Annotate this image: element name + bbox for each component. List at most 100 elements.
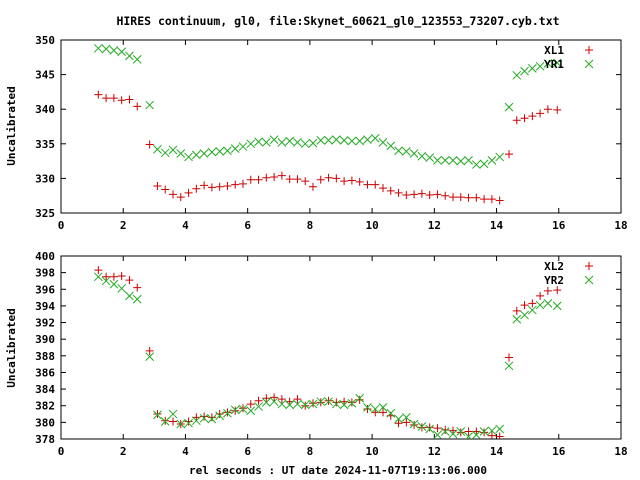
plus-marker <box>536 291 545 300</box>
plus-marker <box>487 195 496 204</box>
cross-marker <box>363 403 372 412</box>
y-tick-label: 386 <box>35 366 55 379</box>
plus-marker <box>433 424 442 433</box>
plus-marker <box>410 190 419 199</box>
plus-marker <box>184 188 193 197</box>
cross-marker <box>145 100 155 110</box>
plus-marker <box>239 179 247 188</box>
x-tick-label: 6 <box>244 445 251 458</box>
cross-marker <box>316 397 326 406</box>
plus-marker <box>301 401 310 410</box>
plus-marker <box>332 174 341 183</box>
cross-marker <box>535 61 545 71</box>
cross-marker <box>93 272 103 282</box>
plus-marker <box>145 140 154 149</box>
cross-marker <box>409 149 419 158</box>
plus-marker <box>184 417 193 426</box>
cross-marker <box>117 284 127 293</box>
cross-marker <box>261 138 271 147</box>
cross-marker <box>339 400 349 410</box>
plus-marker <box>520 301 529 310</box>
cross-marker <box>153 410 162 420</box>
plus-marker <box>125 95 134 104</box>
y-tick-label: 392 <box>35 317 55 330</box>
cross-marker <box>355 136 365 146</box>
cross-marker <box>238 142 248 151</box>
x-tick-label: 4 <box>182 445 189 458</box>
y-tick-label: 325 <box>35 207 55 220</box>
plus-marker <box>441 191 450 200</box>
plus-marker <box>176 193 185 202</box>
cross-marker <box>448 156 458 165</box>
plus-marker <box>433 190 442 199</box>
plus-marker <box>347 398 356 407</box>
y-tick-label: 345 <box>35 69 55 82</box>
cross-marker <box>168 409 178 419</box>
legend-plus-marker <box>585 262 593 270</box>
cross-marker <box>386 141 396 151</box>
plus-marker <box>425 423 434 432</box>
plus-marker <box>410 420 419 429</box>
y-tick-label: 400 <box>35 250 55 263</box>
cross-marker <box>269 397 279 406</box>
plus-marker <box>347 176 356 185</box>
plus-marker <box>293 175 302 184</box>
plus-marker <box>239 404 247 413</box>
plus-marker <box>316 398 325 407</box>
cross-marker <box>370 404 380 414</box>
cross-marker <box>215 147 225 156</box>
plus-marker <box>371 180 380 189</box>
x-tick-label: 8 <box>307 219 314 232</box>
cross-marker <box>223 146 232 156</box>
plus-marker <box>262 173 271 182</box>
x-axis-label: rel seconds : UT date 2024-11-07T19:13:0… <box>189 464 487 477</box>
cross-marker <box>471 430 481 439</box>
cross-marker <box>479 427 489 436</box>
cross-marker <box>160 148 170 158</box>
plus-marker <box>215 182 224 191</box>
plus-marker <box>109 94 118 103</box>
plus-marker <box>505 353 513 362</box>
y-tick-label: 384 <box>35 383 55 396</box>
cross-marker <box>331 135 341 145</box>
plus-marker <box>464 193 473 202</box>
plus-marker <box>324 396 333 405</box>
legend-label: XL1 <box>544 44 564 57</box>
legend-cross-marker <box>584 59 594 69</box>
cross-marker <box>464 156 473 165</box>
y-tick-label: 340 <box>35 103 55 116</box>
cross-marker <box>293 138 302 147</box>
plus-marker <box>316 175 325 184</box>
plus-marker <box>223 408 232 417</box>
plus-marker <box>102 94 111 103</box>
x-tick-label: 0 <box>58 445 65 458</box>
plus-marker <box>277 395 286 404</box>
cross-marker <box>316 135 326 145</box>
chart-title: HIRES continuum, gl0, file:Skynet_60621_… <box>116 14 559 29</box>
cross-marker <box>230 144 240 153</box>
top-panel: 0 2 4 6 8 10 12 14 16 18 325 330 335 340 345 350 Uncalib… <box>5 34 628 232</box>
cross-marker <box>495 152 505 162</box>
legend-label: YR2 <box>544 274 564 287</box>
plus-marker <box>262 394 271 403</box>
cross-marker <box>191 416 201 426</box>
x-tick-label: 10 <box>365 219 378 232</box>
cross-marker <box>417 151 427 161</box>
cross-marker <box>456 156 466 166</box>
cross-marker <box>199 413 209 423</box>
plus-marker <box>355 395 364 404</box>
cross-marker <box>199 149 209 158</box>
plus-marker <box>386 186 395 195</box>
plus-marker <box>153 410 162 419</box>
cross-marker <box>417 422 427 431</box>
x-tick-label: 0 <box>58 219 65 232</box>
x-tick-label: 18 <box>614 219 627 232</box>
plus-marker <box>254 175 263 184</box>
plus-marker <box>169 190 177 199</box>
plus-marker <box>277 171 286 180</box>
cross-marker <box>293 399 302 409</box>
x-tick-label: 2 <box>120 219 127 232</box>
plus-marker <box>117 271 126 280</box>
cross-marker <box>552 301 562 311</box>
x-tick-label: 6 <box>244 219 251 232</box>
